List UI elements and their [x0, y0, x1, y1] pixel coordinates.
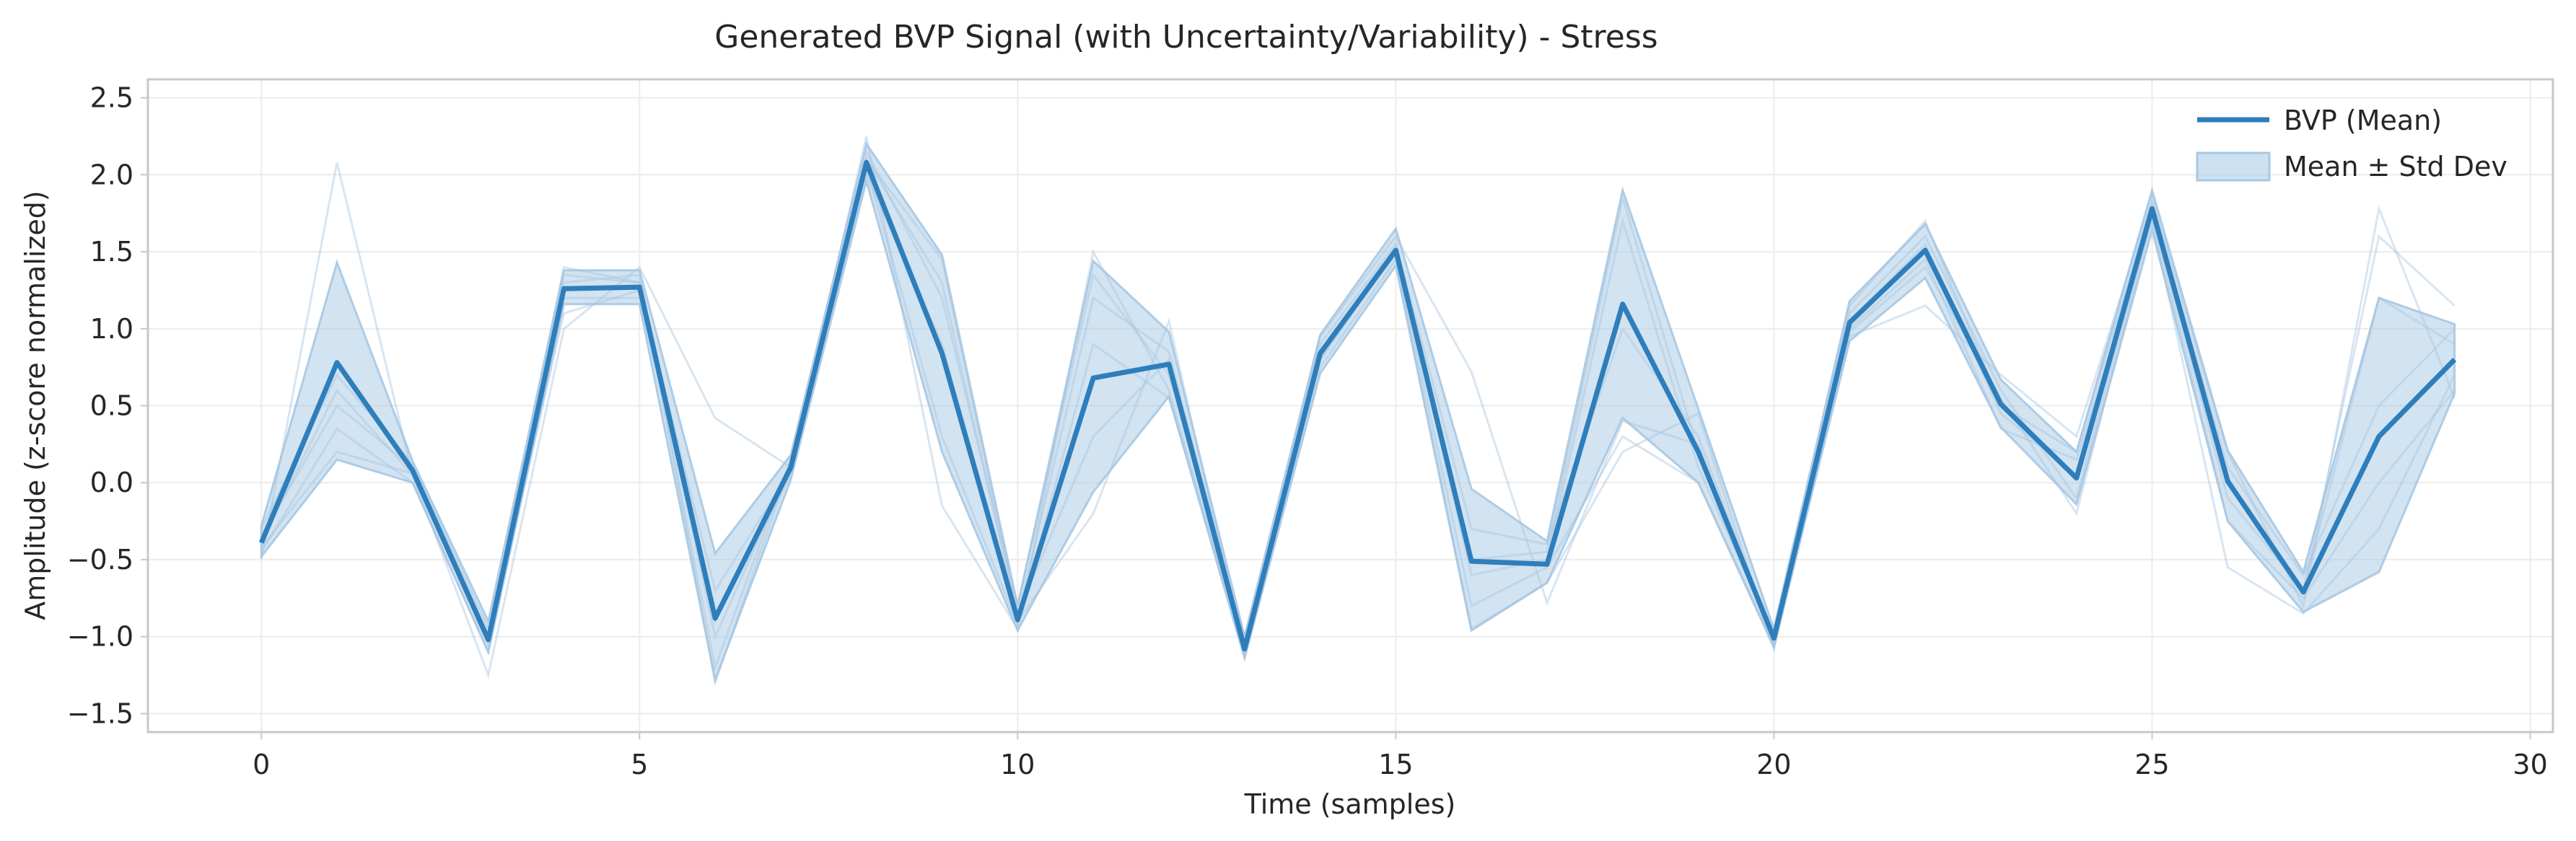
- y-tick-label: 2.0: [90, 159, 133, 190]
- y-tick-label: −1.0: [67, 621, 133, 653]
- legend-band-swatch: [2196, 151, 2271, 182]
- x-tick-label: 20: [1756, 749, 1791, 780]
- legend-band-label: Mean ± Std Dev: [2284, 151, 2507, 182]
- sample-lines-layer: [260, 136, 2456, 687]
- y-axis-label: Amplitude (z-score normalized): [19, 190, 51, 620]
- x-axis-label: Time (samples): [1244, 788, 1456, 820]
- legend-mean-label: BVP (Mean): [2284, 105, 2442, 136]
- y-tick-label: 0.5: [90, 390, 133, 422]
- y-axis-ticks: −1.5 −1.0 −0.5 0.0 0.5 1.0 1.5 2.0 2.5: [67, 82, 148, 729]
- y-tick-label: 0.0: [90, 467, 133, 498]
- x-axis-ticks: 0 5 10 15 20 25 30: [253, 732, 2548, 780]
- legend: BVP (Mean) Mean ± Std Dev: [2196, 105, 2507, 182]
- y-tick-label: −1.5: [67, 697, 133, 729]
- sample-line: [260, 149, 2455, 687]
- std-dev-band-layer: [260, 141, 2456, 684]
- y-tick-label: 1.5: [90, 236, 133, 268]
- x-tick-label: 30: [2513, 749, 2547, 780]
- y-tick-label: 2.5: [90, 82, 133, 114]
- chart-title: Generated BVP Signal (with Uncertainty/V…: [714, 19, 1657, 56]
- sample-line: [260, 171, 2456, 656]
- sample-line: [260, 157, 2455, 652]
- x-tick-label: 15: [1378, 749, 1413, 780]
- std-dev-band: [260, 141, 2456, 684]
- x-tick-label: 0: [253, 749, 270, 780]
- sample-line: [260, 136, 2456, 679]
- y-tick-label: −0.5: [67, 544, 133, 576]
- x-tick-label: 25: [2134, 749, 2169, 780]
- sample-line: [260, 162, 2455, 656]
- y-tick-label: 1.0: [90, 313, 133, 345]
- x-tick-label: 5: [631, 749, 648, 780]
- x-tick-label: 10: [1000, 749, 1035, 780]
- sample-line: [260, 157, 2455, 672]
- mean-line-layer: [258, 159, 2457, 652]
- mean-line: [258, 159, 2457, 652]
